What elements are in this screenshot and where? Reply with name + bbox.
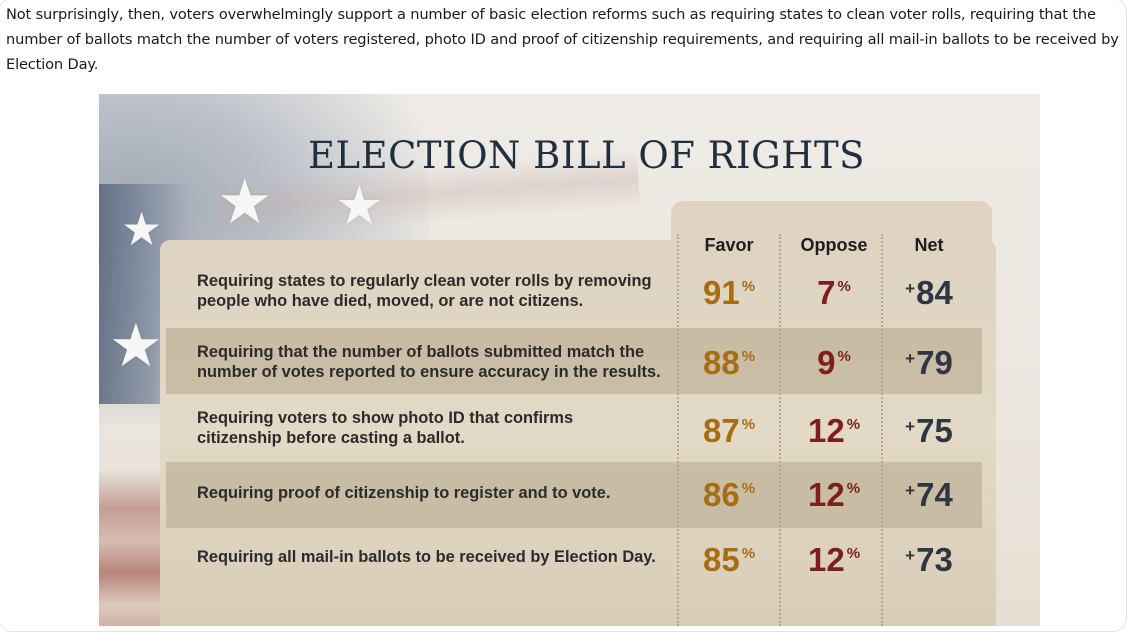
net-value: +74 [905, 476, 953, 513]
star-icon: ★ [121, 203, 163, 255]
column-header-net: Net [914, 235, 944, 255]
oppose-value: 9% [817, 344, 851, 381]
column-divider [779, 234, 781, 626]
net-value: +75 [905, 412, 953, 449]
favor-value: 85% [702, 541, 756, 578]
star-icon: ★ [109, 312, 163, 379]
row-label: Requiring proof of citizenship to regist… [197, 484, 611, 502]
poll-table-panel [160, 240, 996, 626]
row-label: Requiring voters to show photo ID that c… [197, 409, 574, 447]
row-band [166, 462, 982, 528]
row-label: Requiring all mail-in ballots to be rece… [197, 548, 656, 566]
star-icon: ★ [217, 168, 273, 237]
graphic-title: ELECTION BILL OF RIGHTS [308, 134, 865, 177]
column-header-favor: Favor [704, 235, 754, 255]
column-divider [677, 234, 679, 626]
election-bill-of-rights-graphic: ★ ★ ★ ★ ★ ★ ELECTION BILL OF RIGHTS Favo… [99, 94, 1040, 626]
row-label: Requiring that the number of ballots sub… [197, 343, 661, 381]
oppose-value: 7% [817, 274, 851, 311]
row-band [166, 328, 982, 394]
intro-paragraph: Not surprisingly, then, voters overwhelm… [6, 6, 1119, 73]
favor-value: 87% [702, 412, 756, 449]
row-label: Requiring states to regularly clean vote… [197, 272, 652, 310]
column-divider [881, 234, 883, 626]
oppose-value: 12% [807, 541, 861, 578]
star-icon: ★ [335, 176, 384, 236]
favor-value: 86% [702, 476, 756, 513]
oppose-value: 12% [807, 412, 861, 449]
oppose-value: 12% [807, 476, 861, 513]
net-value: +73 [905, 541, 953, 578]
favor-value: 91% [702, 274, 756, 311]
net-value: +84 [905, 274, 953, 311]
favor-value: 88% [702, 344, 756, 381]
column-header-oppose: Oppose [800, 235, 868, 255]
net-value: +79 [905, 344, 953, 381]
